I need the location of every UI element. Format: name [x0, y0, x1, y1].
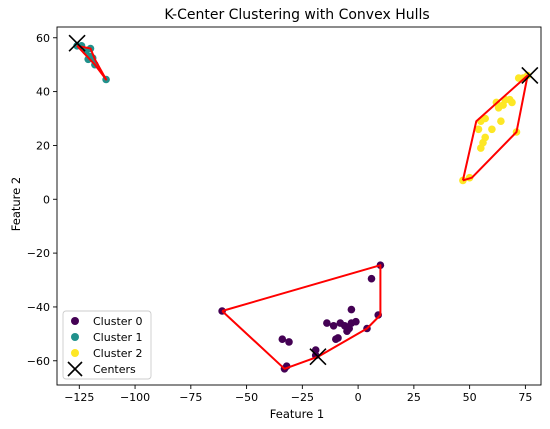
y-tick-label-40: 40 [36, 86, 50, 99]
legend-label-1: Cluster 1 [93, 331, 143, 344]
point-cluster-0-7 [323, 319, 331, 327]
x-tick-label--100: −100 [120, 391, 150, 404]
x-tick-label-25: 25 [407, 391, 421, 404]
plot-marks [68, 34, 539, 373]
x-axis-label: Feature 1 [270, 407, 324, 421]
point-cluster-2-6 [481, 133, 490, 142]
legend-marker-2 [71, 349, 79, 357]
center-marker-0 [68, 34, 86, 52]
legend-marker-3 [67, 361, 83, 377]
y-tick-label-0: 0 [43, 193, 50, 206]
point-cluster-0-19 [367, 274, 376, 283]
center-marker-2 [521, 66, 539, 85]
point-cluster-2-11 [497, 117, 505, 125]
legend-label-0: Cluster 0 [93, 315, 143, 328]
x-tick-label--25: −25 [291, 391, 314, 404]
x-tick-label-75: 75 [518, 391, 532, 404]
chart-title: K-Center Clustering with Convex Hulls [164, 7, 429, 23]
legend-label-3: Centers [93, 363, 136, 376]
point-cluster-0-4 [285, 338, 293, 346]
axes: −125 −100 −75 −50 −25 0 25 50 75 −60 −40 −20 0 20 40 60 [27, 26, 542, 404]
legend-marker-0 [71, 317, 79, 325]
convex-hull-cluster-1 [76, 44, 108, 81]
y-axis-label: Feature 2 [9, 177, 23, 231]
point-cluster-0-8 [329, 322, 338, 330]
y-tick-label--60: −60 [27, 355, 50, 368]
legend-label-2: Cluster 2 [93, 347, 143, 360]
point-cluster-0-16 [347, 305, 356, 314]
legend-box [62, 310, 152, 380]
legend-marker-1 [71, 333, 79, 341]
x-tick-label-0: 0 [355, 391, 362, 404]
x-tick-label--125: −125 [64, 391, 94, 404]
legend: Cluster 0 Cluster 1 Cluster 2 Centers [62, 310, 152, 380]
point-cluster-0-10 [334, 334, 342, 342]
x-tick-label--75: −75 [179, 391, 202, 404]
x-tick-label--50: −50 [235, 391, 258, 404]
y-tick-label-20: 20 [36, 139, 50, 152]
point-cluster-0-17 [352, 317, 360, 326]
point-cluster-2-15 [508, 98, 516, 107]
x-tick-label-50: 50 [463, 391, 477, 404]
convex-hull-cluster-0 [221, 264, 382, 370]
point-cluster-2-2 [474, 125, 483, 134]
y-tick-label--40: −40 [27, 301, 50, 314]
point-cluster-2-7 [481, 114, 490, 123]
point-cluster-2-8 [488, 125, 496, 134]
plot-frame [56, 26, 542, 386]
center-marker-1 [309, 348, 327, 366]
point-cluster-0-1 [278, 335, 287, 344]
y-tick-label-60: 60 [36, 32, 50, 45]
y-tick-label--20: −20 [27, 247, 50, 260]
convex-hull-cluster-2 [461, 74, 529, 182]
